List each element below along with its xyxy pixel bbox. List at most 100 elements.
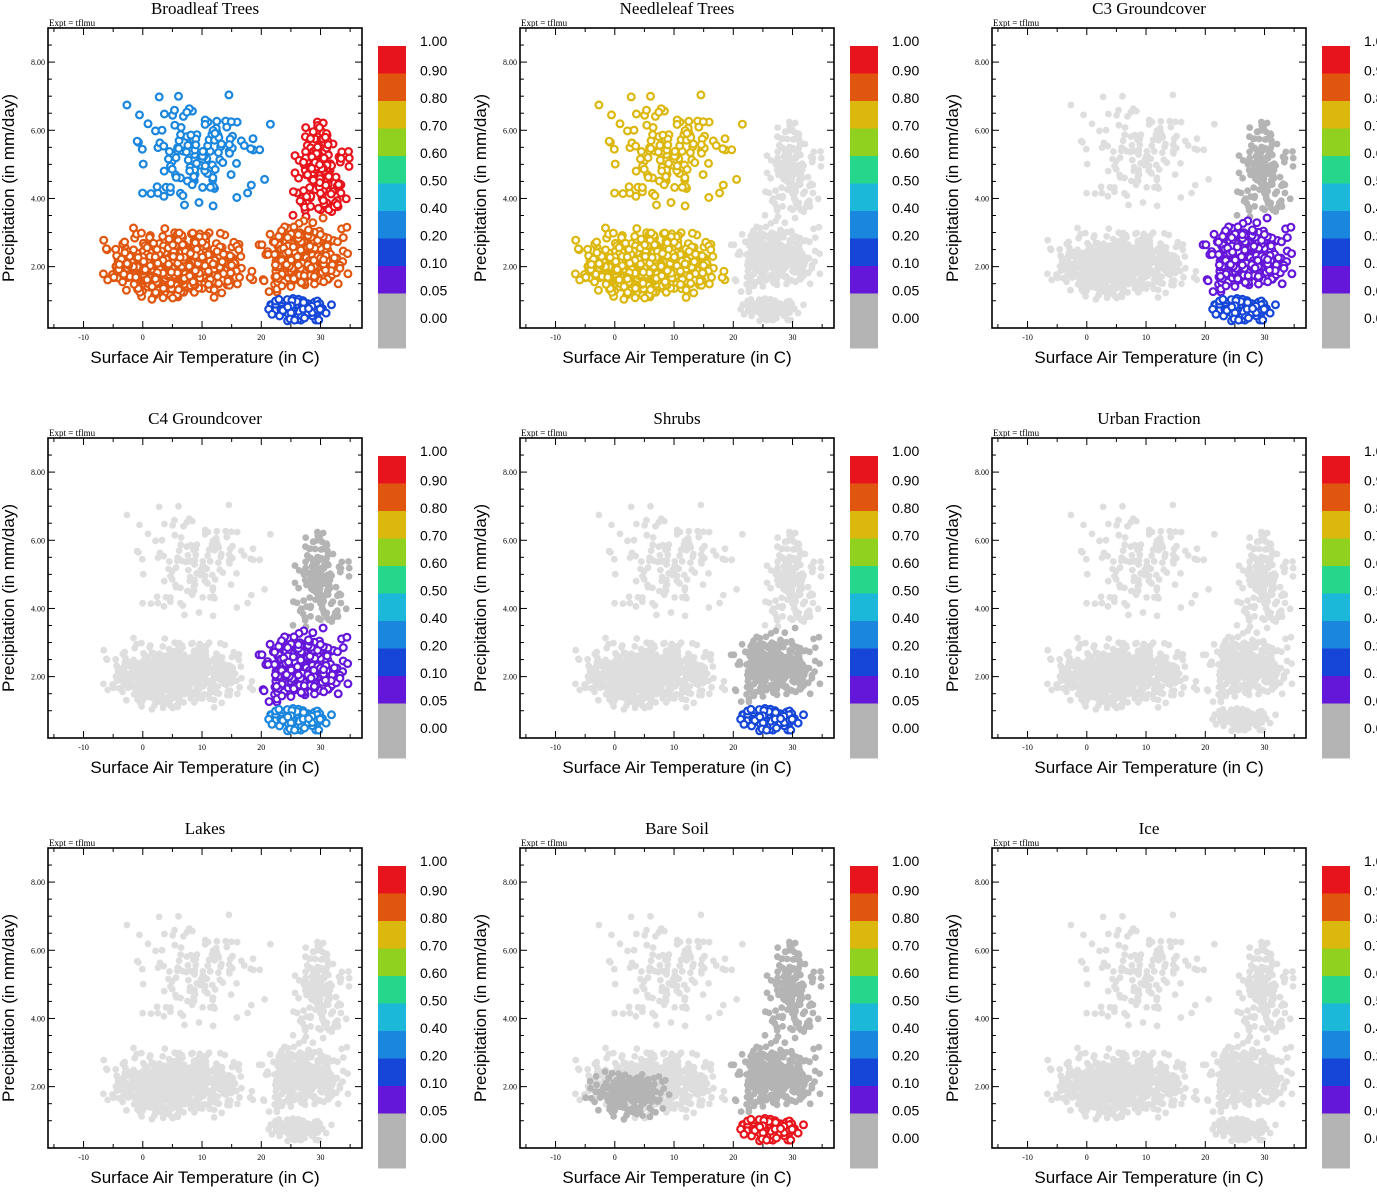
data-point bbox=[186, 249, 196, 259]
data-point bbox=[685, 148, 695, 158]
data-point bbox=[1084, 258, 1092, 265]
data-point bbox=[762, 188, 769, 196]
data-point bbox=[1208, 287, 1218, 297]
data-point bbox=[1266, 181, 1274, 189]
data-point bbox=[609, 144, 619, 154]
data-point bbox=[1159, 149, 1166, 157]
data-point bbox=[696, 140, 706, 150]
data-point bbox=[1103, 233, 1111, 240]
data-point bbox=[781, 176, 789, 184]
data-point bbox=[1148, 142, 1156, 150]
data-point bbox=[226, 117, 236, 127]
data-point bbox=[1077, 137, 1085, 145]
x-tick-label: 10 bbox=[198, 333, 206, 342]
data-point bbox=[651, 200, 661, 210]
data-point bbox=[327, 300, 337, 310]
data-point bbox=[737, 119, 747, 129]
data-point bbox=[631, 166, 641, 176]
data-point bbox=[1144, 233, 1152, 241]
data-point bbox=[1119, 286, 1126, 294]
data-point bbox=[615, 119, 625, 129]
data-point bbox=[791, 197, 799, 204]
data-point bbox=[672, 119, 682, 129]
data-point bbox=[1227, 233, 1237, 243]
data-point bbox=[1119, 145, 1127, 152]
data-point bbox=[166, 267, 176, 277]
data-point bbox=[748, 312, 755, 320]
x-tick-label: 30 bbox=[317, 333, 325, 342]
colorbar-swatch bbox=[1322, 128, 1350, 156]
colorbar-label: 0.40 bbox=[420, 200, 447, 216]
colorbar-swatch bbox=[378, 211, 406, 239]
data-point bbox=[333, 237, 343, 247]
data-point bbox=[806, 280, 814, 288]
data-point bbox=[135, 110, 145, 120]
data-point bbox=[750, 282, 758, 290]
colorbar-label: 0.05 bbox=[1364, 283, 1377, 299]
x-tick-label: -10 bbox=[1022, 333, 1033, 342]
plot-frame bbox=[991, 27, 1307, 329]
data-point bbox=[332, 200, 342, 210]
data-point bbox=[750, 227, 757, 235]
data-point bbox=[1263, 119, 1271, 127]
colorbar-swatch bbox=[1322, 321, 1350, 349]
data-point bbox=[171, 153, 181, 163]
data-point bbox=[662, 266, 672, 276]
data-point bbox=[132, 136, 142, 146]
data-point bbox=[259, 276, 269, 286]
colorbar-label: 0.60 bbox=[892, 145, 919, 161]
data-point bbox=[305, 183, 315, 193]
data-point bbox=[622, 274, 632, 284]
data-point bbox=[698, 170, 708, 180]
data-point bbox=[1232, 242, 1242, 252]
data-point bbox=[800, 301, 807, 309]
data-point bbox=[1097, 246, 1105, 253]
data-point bbox=[704, 193, 714, 203]
data-point bbox=[1150, 275, 1158, 283]
y-tick-label: 6.00 bbox=[31, 126, 45, 135]
data-point bbox=[1153, 202, 1161, 210]
data-point bbox=[703, 158, 713, 168]
data-point bbox=[246, 144, 256, 154]
data-point bbox=[246, 180, 256, 190]
data-point bbox=[136, 228, 146, 238]
data-point bbox=[1103, 257, 1111, 264]
data-point bbox=[197, 252, 207, 262]
data-point bbox=[1167, 123, 1175, 131]
data-point bbox=[1171, 269, 1178, 277]
data-point bbox=[614, 275, 624, 285]
data-point bbox=[772, 187, 779, 195]
data-point bbox=[1153, 174, 1161, 182]
x-tick-label: 10 bbox=[670, 333, 678, 342]
data-point bbox=[185, 166, 195, 176]
data-point bbox=[786, 237, 793, 244]
data-point bbox=[1123, 241, 1130, 249]
data-point bbox=[99, 235, 109, 245]
data-point bbox=[778, 242, 786, 250]
data-point bbox=[1262, 213, 1272, 223]
data-point bbox=[313, 203, 323, 213]
data-point bbox=[1138, 260, 1146, 267]
data-point bbox=[336, 153, 346, 163]
colorbar-swatch bbox=[850, 238, 878, 266]
data-point bbox=[759, 256, 767, 264]
data-point bbox=[1211, 120, 1218, 128]
data-point bbox=[767, 174, 774, 182]
data-point bbox=[608, 228, 618, 238]
data-point bbox=[224, 90, 234, 100]
data-point bbox=[797, 206, 805, 214]
data-point bbox=[814, 195, 822, 203]
colorbar-label: 1.00 bbox=[892, 33, 919, 49]
data-point bbox=[1092, 295, 1100, 303]
data-point bbox=[631, 109, 641, 119]
y-tick-label: 6.00 bbox=[503, 126, 517, 135]
data-point bbox=[681, 292, 691, 302]
data-point bbox=[338, 233, 348, 243]
data-point bbox=[288, 210, 298, 220]
data-point bbox=[1067, 101, 1075, 109]
data-point bbox=[181, 147, 191, 157]
data-point bbox=[190, 266, 200, 276]
scatter-points bbox=[570, 90, 825, 325]
data-point bbox=[612, 265, 622, 275]
